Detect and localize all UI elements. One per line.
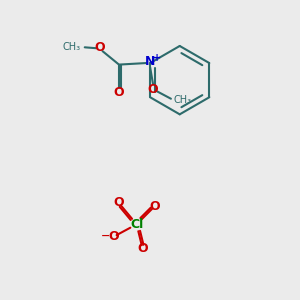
Text: O: O xyxy=(94,41,105,54)
Text: −: − xyxy=(100,231,110,241)
Text: O: O xyxy=(108,230,119,243)
Text: O: O xyxy=(148,83,158,96)
Text: O: O xyxy=(114,86,124,99)
Text: O: O xyxy=(137,242,148,255)
Text: Cl: Cl xyxy=(130,218,143,231)
Text: +: + xyxy=(153,53,161,63)
Text: O: O xyxy=(149,200,160,213)
Text: CH₃: CH₃ xyxy=(174,95,192,105)
Text: O: O xyxy=(113,196,124,209)
Text: N: N xyxy=(145,56,155,68)
Text: CH₃: CH₃ xyxy=(63,42,81,52)
